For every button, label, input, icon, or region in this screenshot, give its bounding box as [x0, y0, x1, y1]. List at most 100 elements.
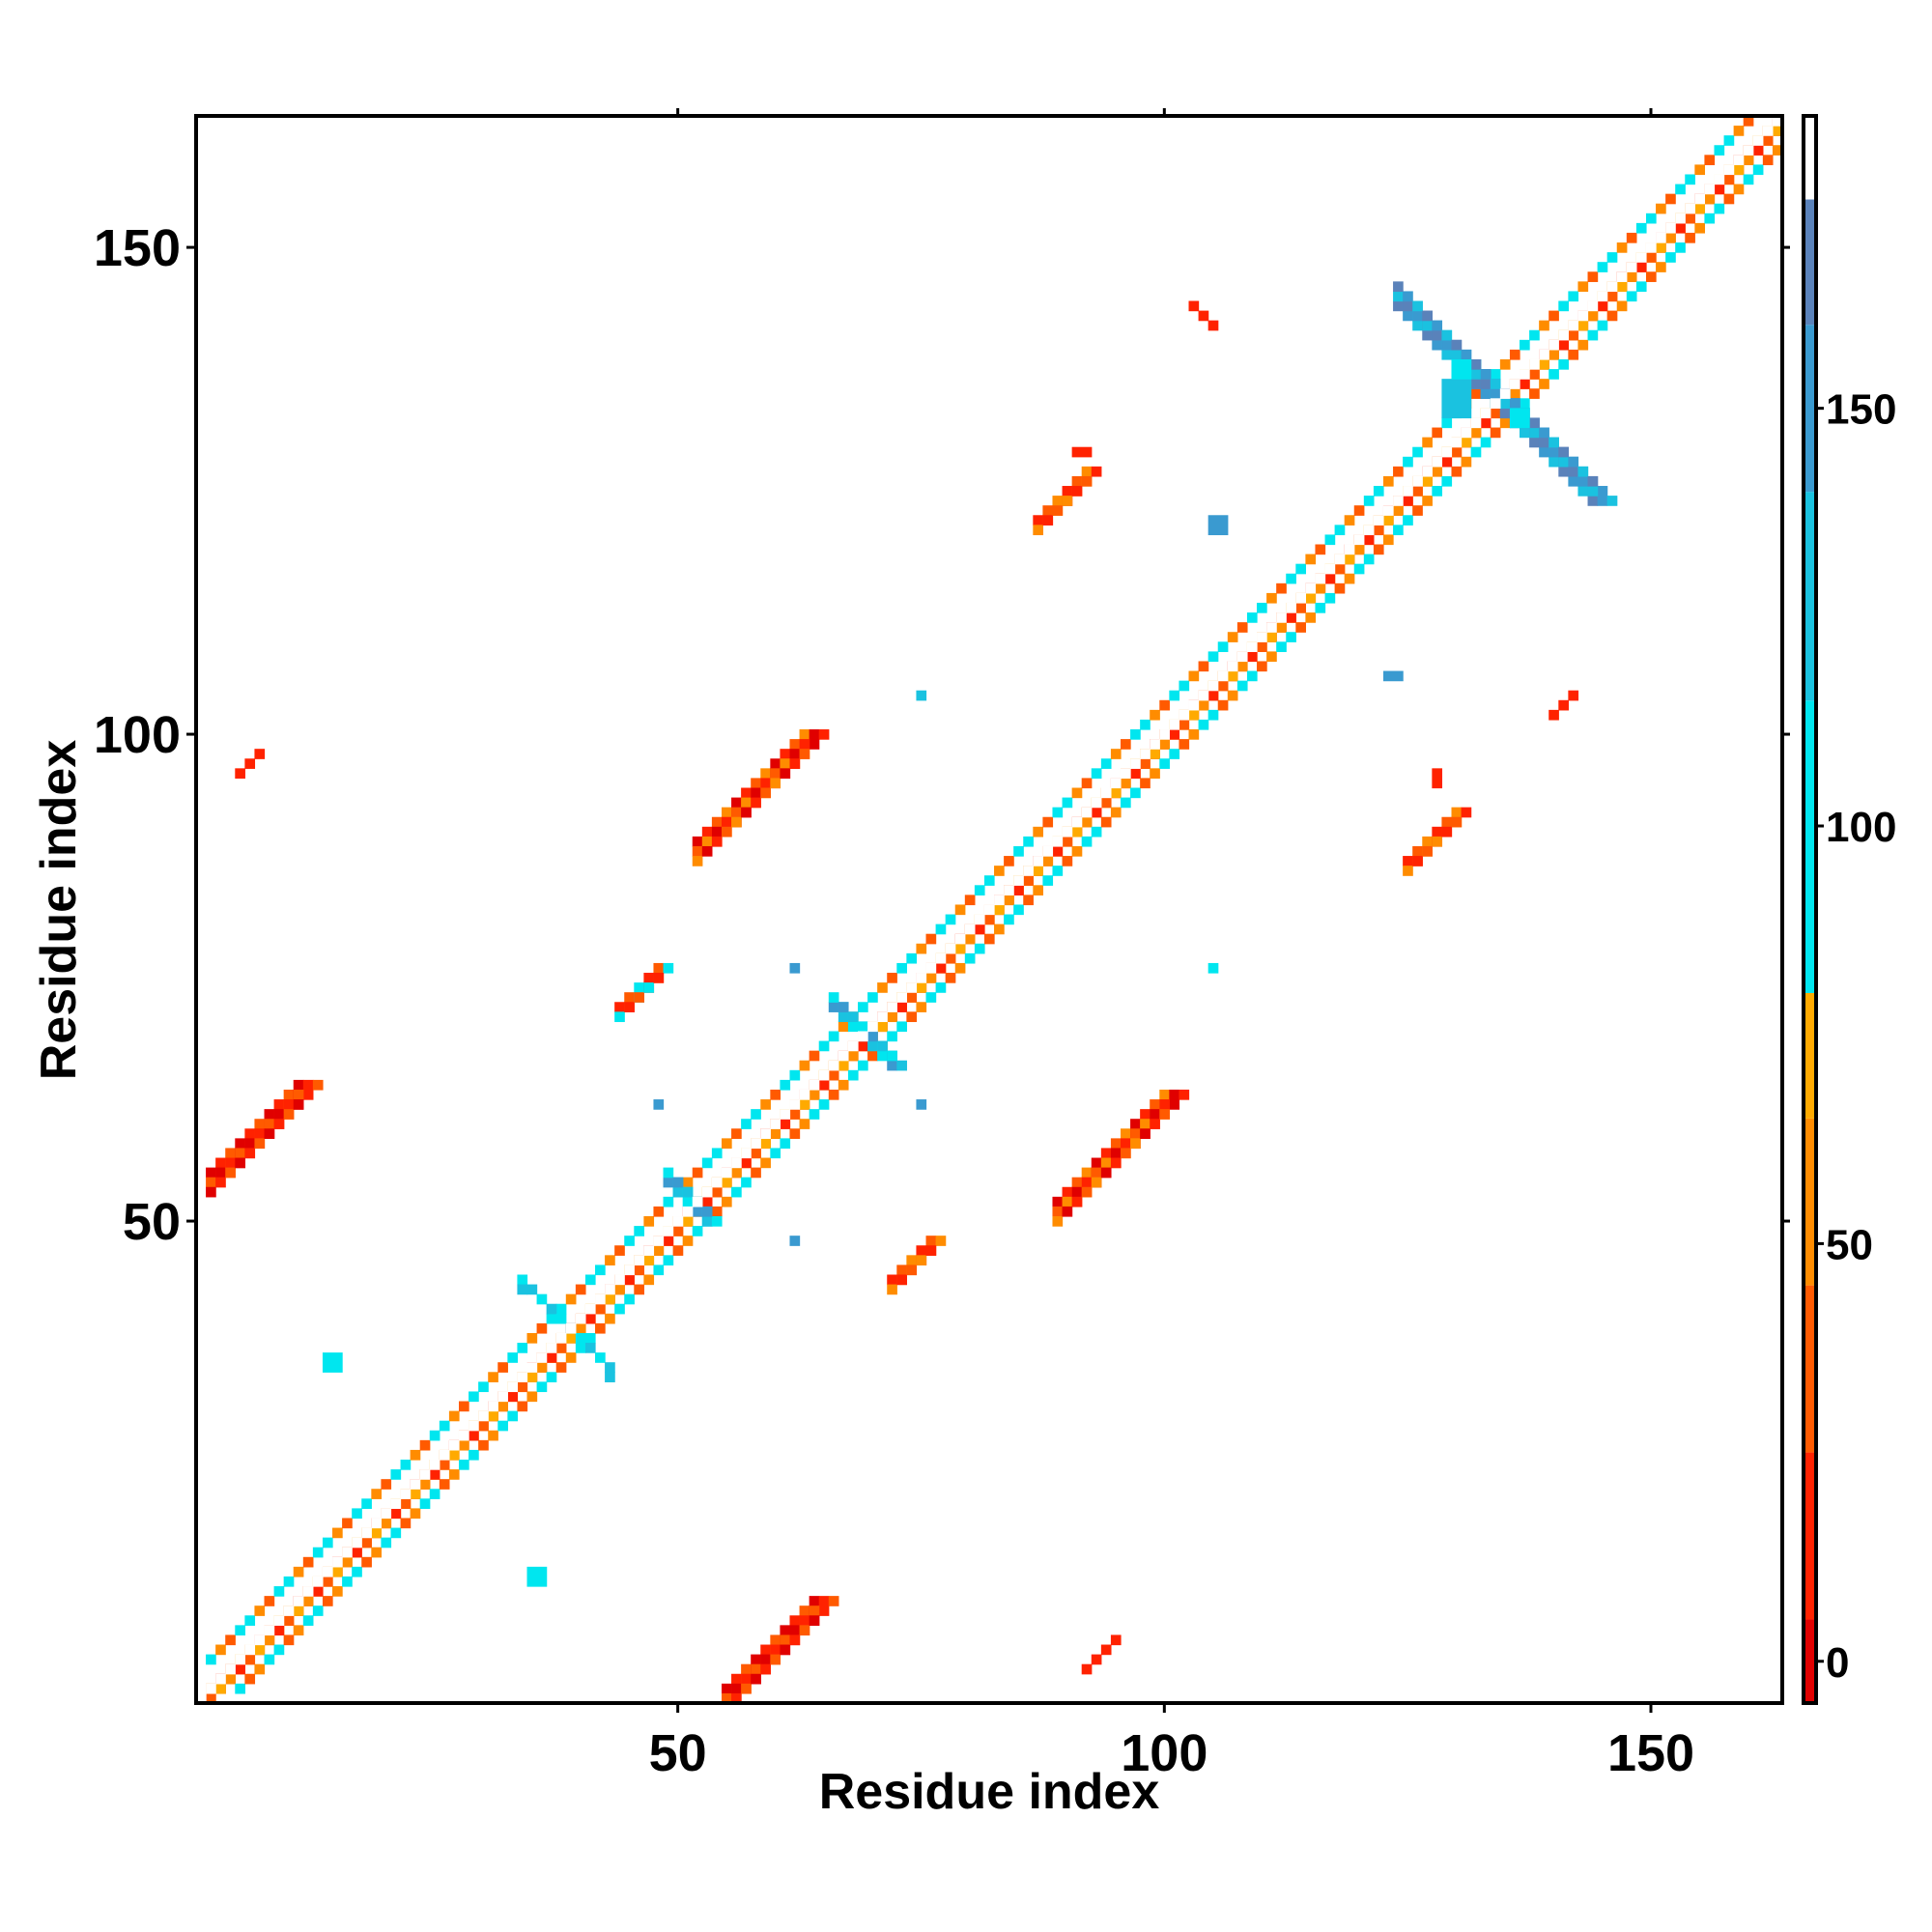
heatmap-cell [1656, 203, 1666, 214]
heatmap-cell [964, 923, 976, 935]
heatmap-cell [1558, 339, 1569, 351]
heatmap-cell [838, 1011, 849, 1023]
colorbar-band [1804, 1285, 1816, 1453]
heatmap-cell [1587, 486, 1599, 497]
heatmap-cell [1529, 437, 1540, 448]
heatmap-cell [215, 1167, 226, 1179]
heatmap-cell [254, 1663, 266, 1675]
heatmap-cell [322, 1596, 333, 1606]
heatmap-cell [1033, 515, 1043, 526]
heatmap-cell [1208, 515, 1229, 536]
heatmap-cell [1490, 369, 1501, 380]
heatmap-cell [711, 826, 723, 838]
heatmap-cell [410, 1479, 421, 1490]
heatmap-cell [293, 1605, 304, 1616]
heatmap-cell [721, 1177, 732, 1188]
heatmap-cell [741, 1148, 752, 1159]
heatmap-cell [1509, 398, 1520, 409]
heatmap-cell [1140, 749, 1151, 759]
heatmap-cell [1393, 505, 1404, 516]
heatmap-cell [1286, 632, 1296, 642]
heatmap-cell [264, 1634, 275, 1646]
heatmap-cell [1353, 563, 1365, 575]
heatmap-cell [1441, 816, 1453, 828]
colorbar-band [1804, 1118, 1816, 1286]
heatmap-cell [225, 1157, 236, 1169]
heatmap-cell [244, 1615, 256, 1626]
heatmap-cell [887, 1284, 897, 1295]
heatmap-cell [701, 845, 713, 857]
heatmap-cell [643, 1245, 655, 1256]
heatmap-cell [1159, 699, 1170, 711]
heatmap-cell [1052, 1206, 1064, 1217]
heatmap-cell [1159, 729, 1170, 740]
heatmap-cell [799, 1119, 810, 1129]
heatmap-cell [1432, 836, 1443, 847]
heatmap-cell [254, 1634, 266, 1646]
heatmap-cell [1762, 126, 1774, 136]
heatmap-cell [721, 826, 732, 838]
heatmap-cell [584, 1303, 596, 1315]
heatmap-cell [1704, 213, 1716, 224]
heatmap-cell [935, 982, 947, 993]
heatmap-cell [682, 1177, 694, 1188]
heatmap-cell [1295, 563, 1306, 575]
heatmap-cell [1013, 904, 1024, 916]
heatmap-cell [663, 1236, 674, 1246]
heatmap-cell [526, 1391, 538, 1403]
heatmap-cell [1393, 466, 1404, 477]
heatmap-cell [1315, 602, 1326, 613]
heatmap-cell [867, 1050, 878, 1062]
heatmap-cell [770, 1148, 781, 1159]
heatmap-cell [1558, 699, 1569, 711]
heatmap-cell [458, 1460, 469, 1470]
heatmap-cell [1159, 1109, 1170, 1120]
heatmap-cell [906, 992, 918, 1003]
heatmap-cell [614, 1274, 625, 1286]
heatmap-cell [1403, 310, 1413, 322]
heatmap-cell [760, 1663, 771, 1675]
heatmap-cell [858, 1002, 868, 1012]
heatmap-cell [1597, 262, 1608, 272]
heatmap-cell [410, 1489, 421, 1499]
heatmap-cell [906, 982, 918, 993]
heatmap-cell [254, 1644, 266, 1656]
heatmap-cell [954, 962, 966, 974]
heatmap-cell [1286, 602, 1296, 613]
heatmap-cell [1520, 369, 1530, 380]
heatmap-cell [1246, 651, 1258, 663]
heatmap-cell [1169, 719, 1180, 730]
heatmap-cell [352, 1537, 362, 1548]
heatmap-cell [1577, 310, 1589, 322]
heatmap-cell [1393, 281, 1404, 293]
heatmap-cell [215, 1673, 226, 1685]
heatmap-cell [507, 1381, 519, 1393]
heatmap-cell [488, 1401, 498, 1412]
heatmap-cell [1403, 291, 1413, 302]
heatmap-cell [1403, 856, 1413, 867]
heatmap-cell [1509, 408, 1530, 429]
heatmap-cell [1071, 1177, 1083, 1188]
heatmap-cell [1052, 1216, 1064, 1227]
heatmap-cell [1529, 329, 1540, 341]
heatmap-cell [906, 1255, 918, 1266]
heatmap-cell [293, 1089, 304, 1100]
heatmap-cell [751, 1663, 761, 1675]
heatmap-cell [1470, 358, 1482, 370]
heatmap-cell [1597, 320, 1608, 331]
heatmap-cell [711, 836, 723, 847]
heatmap-cell [847, 1040, 859, 1052]
colorbar-tick-label: 100 [1826, 804, 1896, 851]
heatmap-cell [1635, 252, 1647, 263]
heatmap-cell [448, 1410, 460, 1422]
heatmap-cell [1480, 388, 1492, 399]
heatmap-cell [488, 1372, 498, 1382]
heatmap-cell [828, 1031, 839, 1042]
heatmap-cell [1110, 749, 1122, 759]
heatmap-cell [1393, 291, 1404, 302]
heatmap-cell [1520, 379, 1530, 389]
heatmap-cell [682, 1206, 694, 1217]
heatmap-cell [682, 1186, 694, 1198]
heatmap-cell [254, 749, 266, 759]
heatmap-cell [1081, 466, 1093, 477]
